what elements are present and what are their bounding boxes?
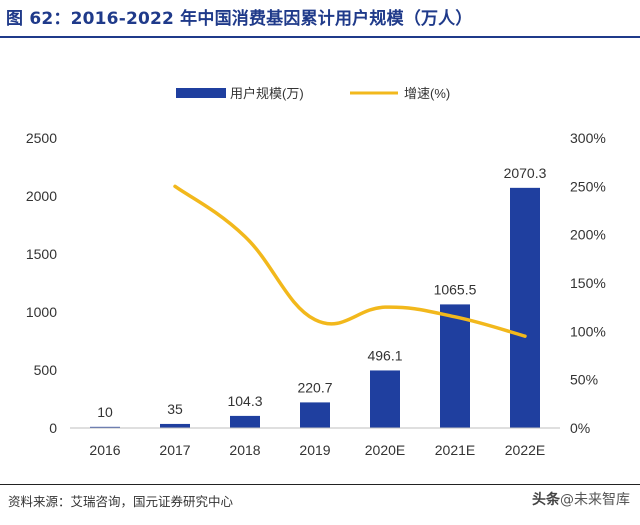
x-tick-label-2019: 2019 — [299, 442, 330, 458]
bar-series — [90, 187, 540, 428]
footer-divider — [0, 484, 640, 485]
x-tick-label-2016: 2016 — [89, 442, 120, 458]
y-right-tick-label: 0% — [570, 420, 590, 436]
x-tick-label-2017: 2017 — [159, 442, 190, 458]
y-left-tick-label: 1000 — [26, 304, 57, 320]
y-left-tick-label: 0 — [49, 420, 57, 436]
left-axis: 0 500 1000 1500 2000 2500 — [26, 130, 57, 436]
x-tick-label-2020E: 2020E — [365, 442, 405, 458]
right-axis: 0% 50% 100% 150% 200% 250% 300% — [570, 130, 606, 436]
bar-label-2016: 10 — [97, 404, 113, 420]
legend-swatch-bar — [176, 88, 226, 98]
growth-line-series — [173, 184, 527, 338]
bar-2016 — [90, 426, 120, 428]
bar-2020E — [370, 370, 400, 428]
y-right-tick-label: 250% — [570, 178, 606, 194]
growth-line — [173, 184, 527, 338]
bar-2018 — [230, 415, 260, 428]
bar-label-2017: 35 — [167, 401, 183, 417]
y-left-tick-label: 2500 — [26, 130, 57, 146]
y-left-tick-label: 500 — [34, 362, 58, 378]
bar-2019 — [300, 402, 330, 428]
chart-title: 图 62：2016-2022 年中国消费基因累计用户规模（万人） — [6, 9, 473, 29]
bar-label-2021E: 1065.5 — [434, 281, 477, 297]
y-right-tick-label: 100% — [570, 323, 606, 339]
bar-2021E — [440, 304, 470, 428]
y-right-tick-label: 200% — [570, 227, 606, 243]
legend: 用户规模(万) 增速(%) — [176, 86, 450, 101]
watermark-handle: @未来智库 — [560, 492, 630, 508]
y-right-tick-label: 300% — [570, 130, 606, 146]
watermark-platform: 头条 — [532, 492, 560, 508]
source-note: 资料来源：艾瑞咨询，国元证券研究中心 — [8, 494, 234, 509]
watermark: 头条@未来智库 — [532, 489, 630, 509]
x-tick-label-2018: 2018 — [229, 442, 260, 458]
bar-2017 — [160, 423, 190, 428]
y-left-tick-label: 1500 — [26, 246, 57, 262]
legend-label-bar: 用户规模(万) — [230, 86, 304, 101]
bar-label-2020E: 496.1 — [367, 347, 402, 363]
bar-label-2022E: 2070.3 — [504, 165, 547, 181]
x-tick-label-2022E: 2022E — [505, 442, 545, 458]
y-right-tick-label: 50% — [570, 372, 598, 388]
y-left-tick-label: 2000 — [26, 188, 57, 204]
bar-line-chart: 用户规模(万) 增速(%) 0 500 1000 1500 2000 2500 0% 50%… — [26, 86, 606, 458]
bar-data-labels: 10 35 104.3 220.7 496.1 1065.5 2070.3 — [97, 165, 546, 420]
bar-label-2019: 220.7 — [297, 379, 332, 395]
x-tick-label-2021E: 2021E — [435, 442, 475, 458]
y-right-tick-label: 150% — [570, 275, 606, 291]
x-axis-tick-labels: 2016 2017 2018 2019 2020E 2021E 2022E — [89, 442, 545, 458]
bar-label-2018: 104.3 — [227, 393, 262, 409]
bar-2022E — [510, 187, 540, 428]
legend-label-line: 增速(%) — [404, 86, 450, 101]
title-divider — [0, 36, 640, 38]
